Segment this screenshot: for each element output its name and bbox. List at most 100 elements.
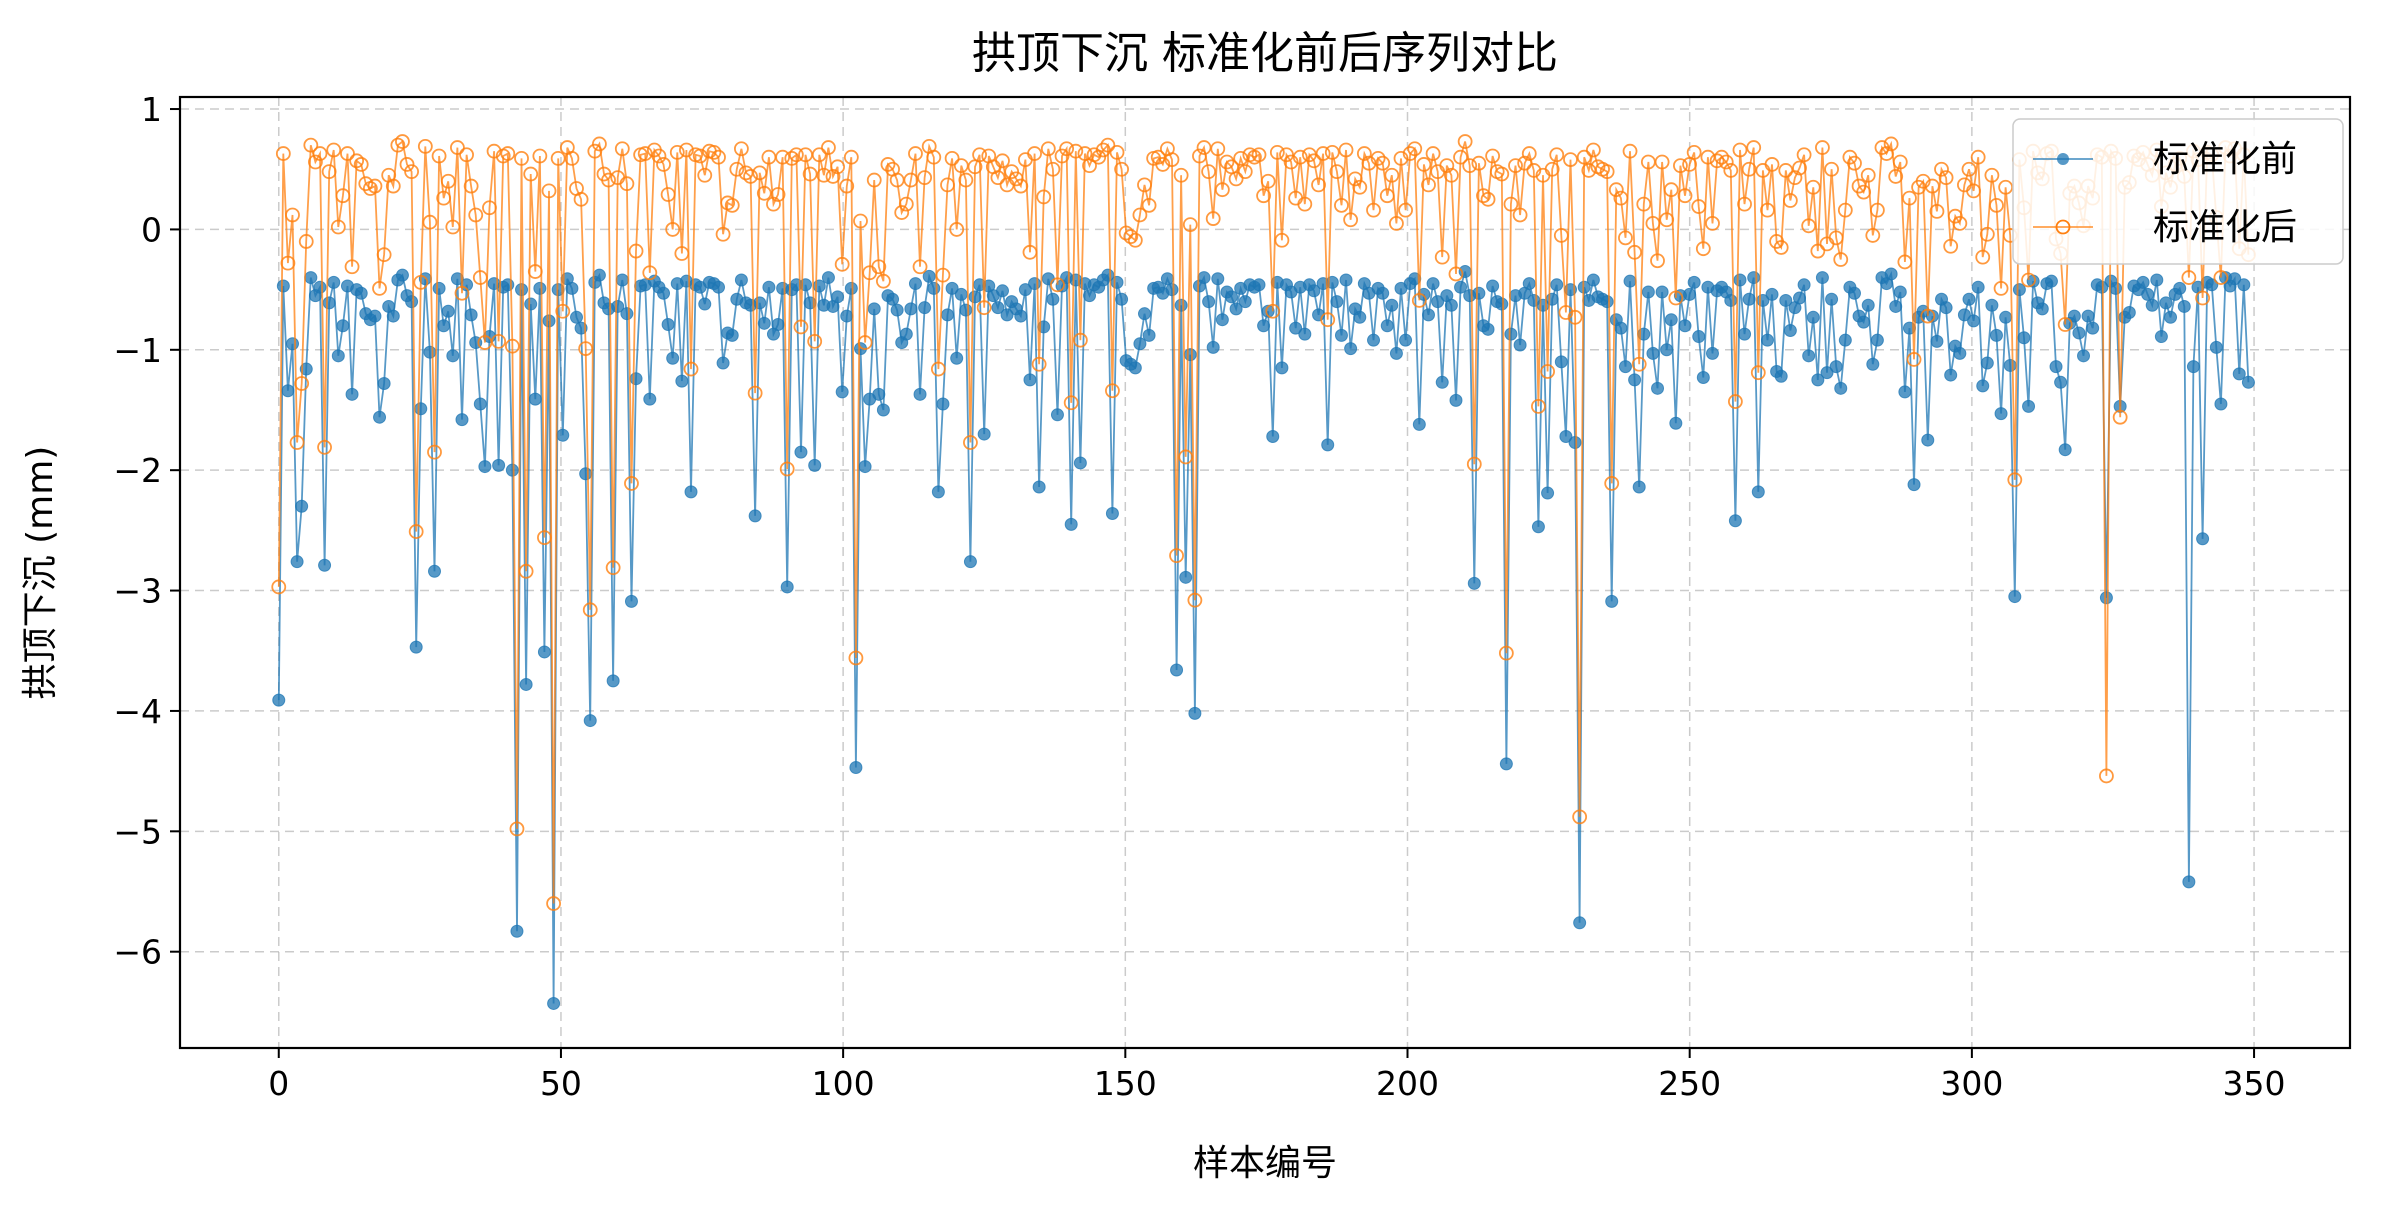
data-point <box>1353 310 1367 324</box>
data-point <box>1425 146 1441 161</box>
data-point <box>1402 146 1418 161</box>
data-point <box>697 167 713 183</box>
data-point <box>1751 485 1765 499</box>
data-point <box>1778 163 1794 178</box>
data-point <box>752 165 768 181</box>
data-point <box>1315 146 1331 161</box>
data-point <box>1256 188 1271 204</box>
data-point <box>2182 875 2196 889</box>
data-point <box>2232 367 2246 381</box>
data-point <box>624 476 639 491</box>
data-point <box>1004 164 1020 180</box>
data-point <box>353 157 369 172</box>
data-point <box>1944 368 1958 382</box>
data-point <box>2145 298 2159 312</box>
data-point <box>1614 321 1628 335</box>
x-tick-label: 200 <box>1376 1064 1439 1103</box>
data-point <box>628 243 644 259</box>
data-point <box>1572 809 1588 825</box>
data-point <box>537 645 551 659</box>
data-point <box>849 761 863 775</box>
data-point <box>1526 163 1542 178</box>
data-point <box>437 319 451 333</box>
data-point <box>1352 179 1368 195</box>
data-point <box>1779 293 1793 307</box>
data-point <box>807 333 823 349</box>
data-point <box>1861 298 1875 312</box>
data-point <box>808 458 822 472</box>
data-point <box>1040 141 1056 157</box>
data-point <box>940 177 955 193</box>
data-point <box>1669 416 1683 430</box>
data-point <box>344 259 360 275</box>
data-point <box>376 247 392 263</box>
data-point <box>866 172 882 188</box>
data-point <box>954 287 968 301</box>
data-point <box>1793 291 1807 305</box>
data-point <box>1486 279 1500 293</box>
data-point <box>1330 295 1344 309</box>
data-point <box>1083 289 1097 303</box>
data-point <box>1820 366 1834 380</box>
data-point <box>908 277 922 291</box>
data-point <box>1678 319 1692 333</box>
data-point <box>1448 266 1464 282</box>
data-point <box>546 896 561 911</box>
data-point <box>1412 417 1426 431</box>
data-point <box>1738 327 1752 341</box>
data-point <box>995 284 1009 298</box>
data-point <box>1480 191 1496 207</box>
data-point <box>1999 310 2013 324</box>
y-tick-label: −1 <box>113 331 162 370</box>
data-point <box>615 273 629 287</box>
x-tick-label: 0 <box>268 1064 289 1103</box>
data-point <box>1206 340 1220 354</box>
data-point <box>729 161 745 177</box>
data-point <box>1183 348 1197 362</box>
data-point <box>528 392 542 406</box>
data-point <box>1237 164 1253 180</box>
data-point <box>706 144 722 160</box>
data-point <box>1746 140 1762 155</box>
data-point <box>327 275 341 289</box>
data-point <box>1522 277 1536 291</box>
data-point <box>390 137 406 153</box>
data-point <box>1261 304 1275 318</box>
data-point <box>1970 149 1986 165</box>
data-point <box>1306 153 1322 169</box>
data-point <box>428 564 442 578</box>
data-point <box>423 345 437 359</box>
data-point <box>1613 190 1629 206</box>
data-point <box>1127 232 1143 248</box>
data-point <box>1939 301 1953 315</box>
data-point <box>2081 309 2095 323</box>
data-point <box>1893 285 1907 299</box>
data-point <box>1165 283 1179 297</box>
data-point <box>317 439 332 455</box>
data-point <box>1178 449 1194 465</box>
data-point <box>917 170 933 186</box>
data-point <box>711 149 726 165</box>
data-point <box>1801 218 1817 234</box>
data-point <box>1984 167 2000 183</box>
data-point <box>1641 285 1655 299</box>
data-point <box>514 150 529 166</box>
data-point <box>1727 394 1743 409</box>
data-point <box>313 280 327 294</box>
data-point <box>1618 230 1633 246</box>
data-point <box>886 292 900 306</box>
x-tick-label: 350 <box>2223 1064 2286 1103</box>
data-point <box>734 273 748 287</box>
data-point <box>830 159 845 175</box>
data-point <box>2072 326 2086 340</box>
data-point <box>1036 189 1052 205</box>
data-point <box>1407 141 1423 157</box>
data-point <box>1192 148 1207 164</box>
data-point <box>642 265 658 281</box>
data-point <box>1008 171 1024 187</box>
data-point <box>1228 171 1244 187</box>
data-point <box>1553 228 1569 243</box>
y-axis-label: 拱顶下沉 (mm) <box>20 446 61 700</box>
data-point <box>2054 375 2068 389</box>
